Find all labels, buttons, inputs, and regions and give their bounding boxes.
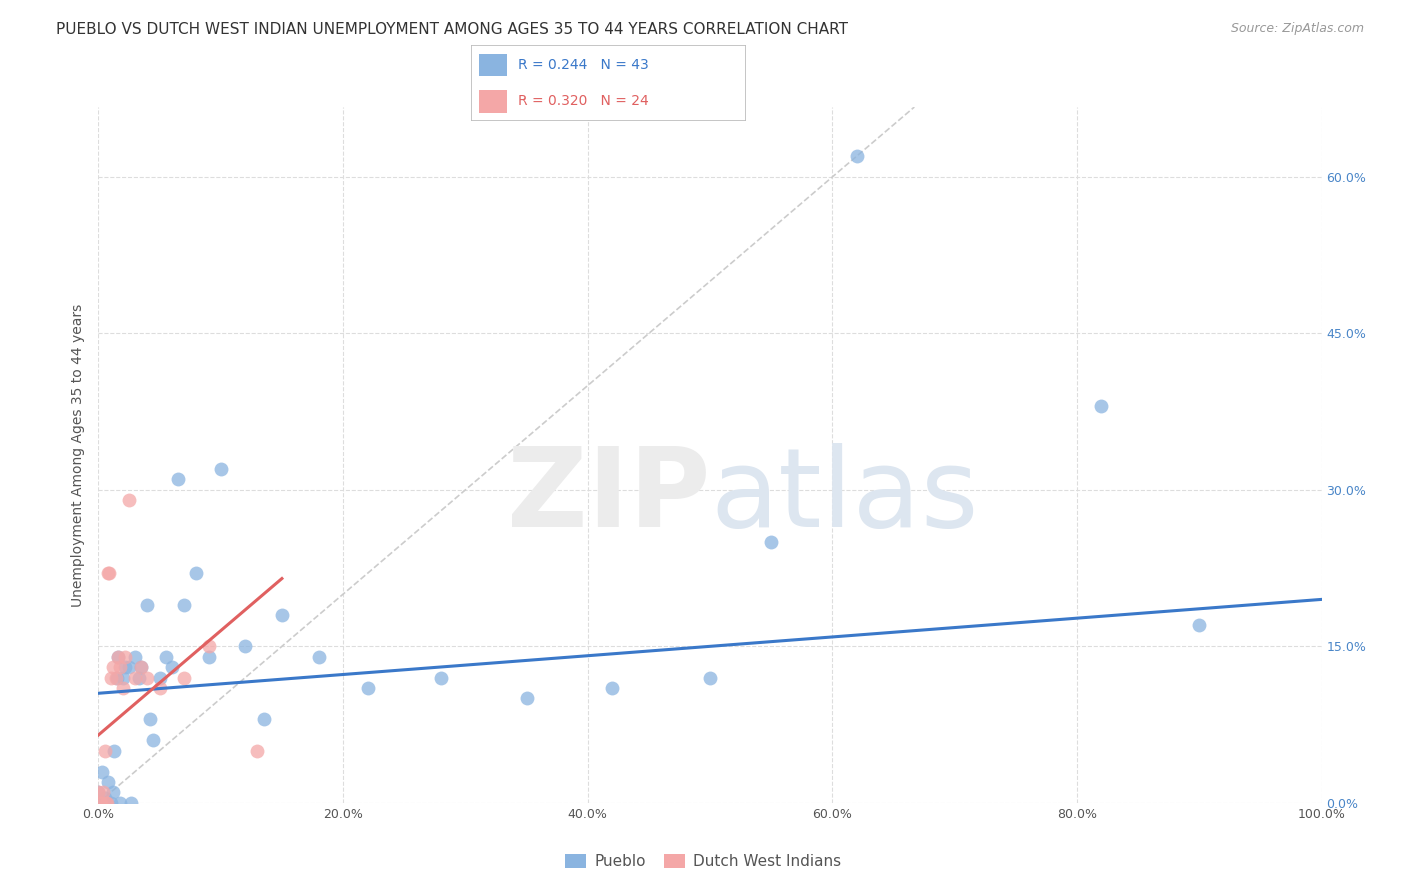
Bar: [479, 54, 506, 77]
Point: [110, 796, 132, 810]
Point: [600, 681, 623, 695]
Point: [104, 671, 127, 685]
Point: [128, 671, 150, 685]
Point: [103, 744, 125, 758]
Point: [129, 660, 152, 674]
Point: [699, 671, 721, 685]
Point: [90, 796, 112, 810]
Point: [96, 796, 118, 810]
Point: [430, 671, 453, 685]
Point: [93, 790, 115, 805]
Point: [111, 681, 134, 695]
Point: [160, 660, 183, 674]
Point: [136, 598, 159, 612]
Point: [142, 733, 165, 747]
Point: [124, 671, 146, 685]
Point: [87, 785, 110, 799]
Point: [761, 535, 783, 549]
Point: [91, 785, 114, 799]
Point: [93, 744, 115, 758]
Point: [129, 660, 152, 674]
Point: [91, 764, 114, 779]
Point: [87, 785, 110, 799]
Point: [94, 796, 117, 810]
Point: [110, 660, 132, 674]
Text: R = 0.244   N = 43: R = 0.244 N = 43: [517, 58, 648, 72]
Point: [155, 649, 177, 664]
Point: [101, 785, 124, 799]
Legend: Pueblo, Dutch West Indians: Pueblo, Dutch West Indians: [558, 848, 848, 875]
Point: [845, 149, 868, 163]
Point: [96, 796, 118, 810]
Text: Source: ZipAtlas.com: Source: ZipAtlas.com: [1230, 22, 1364, 36]
Point: [114, 649, 136, 664]
Point: [149, 671, 172, 685]
Point: [308, 649, 330, 664]
Text: R = 0.320   N = 24: R = 0.320 N = 24: [517, 95, 648, 109]
Point: [120, 796, 142, 810]
Point: [252, 712, 274, 726]
Point: [139, 712, 162, 726]
Point: [173, 671, 195, 685]
Point: [186, 566, 208, 581]
Point: [98, 566, 121, 581]
Point: [197, 640, 219, 654]
Point: [118, 493, 141, 508]
Point: [111, 671, 134, 685]
Point: [97, 566, 120, 581]
Point: [270, 608, 294, 623]
Point: [173, 598, 195, 612]
Point: [107, 649, 129, 664]
Point: [1188, 618, 1211, 632]
Point: [356, 681, 378, 695]
Point: [209, 462, 232, 476]
Point: [107, 649, 129, 664]
Point: [149, 681, 172, 695]
Text: PUEBLO VS DUTCH WEST INDIAN UNEMPLOYMENT AMONG AGES 35 TO 44 YEARS CORRELATION C: PUEBLO VS DUTCH WEST INDIAN UNEMPLOYMENT…: [56, 22, 848, 37]
Point: [515, 691, 537, 706]
Y-axis label: Unemployment Among Ages 35 to 44 years: Unemployment Among Ages 35 to 44 years: [72, 303, 86, 607]
Bar: [479, 90, 506, 112]
Point: [100, 796, 122, 810]
Point: [90, 796, 112, 810]
Point: [118, 660, 141, 674]
Point: [97, 775, 120, 789]
Text: ZIP: ZIP: [506, 443, 710, 550]
Point: [105, 671, 128, 685]
Point: [124, 649, 146, 664]
Point: [197, 649, 219, 664]
Point: [89, 796, 111, 810]
Point: [167, 472, 190, 486]
Point: [1090, 400, 1112, 414]
Point: [136, 671, 159, 685]
Point: [233, 640, 256, 654]
Point: [114, 660, 136, 674]
Point: [246, 744, 269, 758]
Point: [101, 660, 124, 674]
Point: [100, 671, 122, 685]
Text: atlas: atlas: [710, 443, 979, 550]
